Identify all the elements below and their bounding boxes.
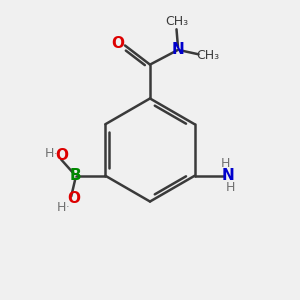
Text: CH₃: CH₃ [165, 15, 188, 28]
Text: H: H [57, 201, 67, 214]
Text: ·: · [53, 149, 57, 159]
Text: N: N [221, 168, 234, 183]
Text: H: H [45, 147, 54, 160]
Text: N: N [172, 42, 184, 57]
Text: O: O [68, 191, 81, 206]
Text: O: O [55, 148, 68, 163]
Text: O: O [111, 37, 124, 52]
Text: H: H [226, 181, 235, 194]
Text: CH₃: CH₃ [197, 49, 220, 62]
Text: B: B [70, 168, 82, 183]
Text: H: H [221, 158, 230, 170]
Text: ·: · [66, 202, 70, 213]
